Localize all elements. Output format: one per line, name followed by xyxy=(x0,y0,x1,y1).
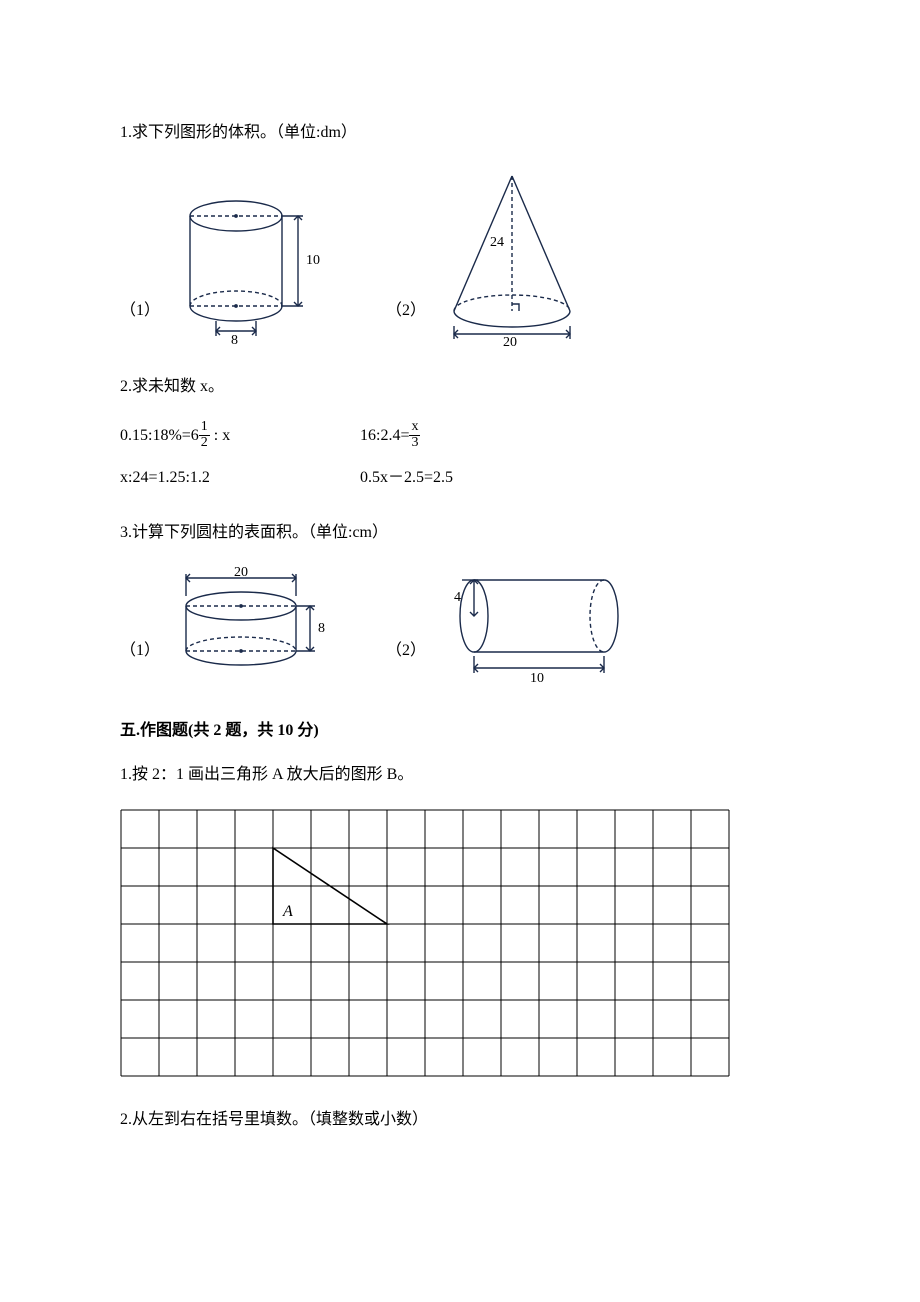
eq1-frac: 12 xyxy=(199,420,210,450)
eq2-frac: x3 xyxy=(409,420,420,450)
cone-diam-label: 20 xyxy=(503,335,517,346)
cone-height-label: 24 xyxy=(490,235,504,250)
question-1-text: 1.求下列图形的体积。（单位:dm） xyxy=(120,118,800,148)
q1-figures: （1） xyxy=(120,166,800,346)
q3-fig1: （1） xyxy=(120,566,336,686)
q3-fig2: （2） xyxy=(386,566,642,686)
eq1-frac-d: 2 xyxy=(199,436,210,451)
section5-q2: 2.从左到右在括号里填数。（填整数或小数） xyxy=(120,1105,800,1135)
eq1-prefix: 0.15:18%=6 xyxy=(120,427,199,444)
eq2-frac-d: 3 xyxy=(409,436,420,451)
q1-fig2: （2） xyxy=(386,166,602,346)
cyl2-h-label: 8 xyxy=(318,621,325,636)
q2-equations: 0.15:18%=612 : x 16:2.4=x3 x:24=1.25:1.2… xyxy=(120,421,800,494)
question-2-text: 2.求未知数 x。 xyxy=(120,372,800,402)
q1-label-1: （1） xyxy=(120,296,160,326)
q3-label-1: （1） xyxy=(120,636,160,666)
cone-svg: 24 20 xyxy=(432,166,602,346)
cyl-diam-label: 8 xyxy=(231,333,238,346)
eq2-prefix: 16:2.4= xyxy=(360,427,409,444)
q1-fig1: （1） xyxy=(120,186,336,346)
hcyl-svg: 4 10 xyxy=(432,566,642,686)
eq1-frac-n: 1 xyxy=(199,420,210,436)
grid-figure: A xyxy=(120,809,800,1077)
cyl2-diam-label: 20 xyxy=(234,566,248,580)
section5-q1: 1.按 2：1 画出三角形 A 放大后的图形 B。 xyxy=(120,760,800,790)
cyl-height-label: 10 xyxy=(306,253,320,268)
eq-4: 0.5x－2.5=2.5 xyxy=(360,463,600,493)
question-3-text: 3.计算下列圆柱的表面积。（单位:cm） xyxy=(120,518,800,548)
eq1-suffix: : x xyxy=(210,427,230,444)
grid-svg: A xyxy=(120,809,730,1077)
q3-figures: （1） xyxy=(120,566,800,686)
q3-label-2: （2） xyxy=(386,636,426,666)
hcyl-len-label: 10 xyxy=(530,671,544,686)
eq-3: x:24=1.25:1.2 xyxy=(120,463,360,493)
hcyl-r-label: 4 xyxy=(454,590,461,605)
eq-1: 0.15:18%=612 : x xyxy=(120,421,360,452)
q1-label-2: （2） xyxy=(386,296,426,326)
cylinder-svg: 10 8 xyxy=(166,186,336,346)
svg-text:A: A xyxy=(282,903,293,920)
section-5-title: 五.作图题(共 2 题，共 10 分) xyxy=(120,716,800,746)
eq2-frac-n: x xyxy=(409,420,420,436)
cyl2-svg: 20 8 xyxy=(166,566,336,686)
document-page: 1.求下列图形的体积。（单位:dm） （1） xyxy=(0,0,920,1302)
eq-2: 16:2.4=x3 xyxy=(360,421,600,452)
